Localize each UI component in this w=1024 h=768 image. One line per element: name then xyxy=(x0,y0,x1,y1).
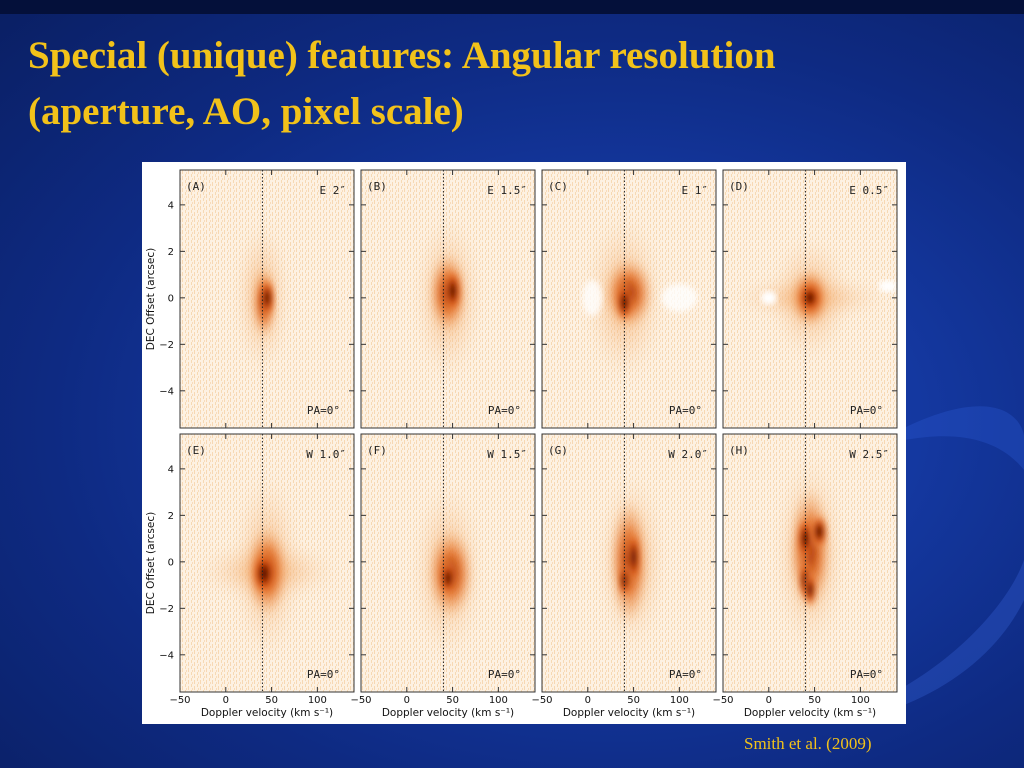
x-tick-label: 0 xyxy=(223,695,229,706)
emission-blob xyxy=(258,276,276,319)
panel-letter: (B) xyxy=(367,180,387,193)
panel-frame xyxy=(541,433,717,693)
x-tick-label: 100 xyxy=(489,695,508,706)
panel-pa: PA=0° xyxy=(488,404,521,417)
y-tick-label: 0 xyxy=(168,557,174,568)
y-tick-label: 4 xyxy=(168,200,174,211)
emission-blob xyxy=(251,550,278,597)
emission-blob xyxy=(798,281,822,315)
panel-frame xyxy=(360,169,536,429)
emission-blob xyxy=(796,515,815,562)
emission-blob xyxy=(810,513,829,551)
y-axis-label: DEC Offset (arcsec) xyxy=(145,248,157,350)
x-axis-label: Doppler velocity (km s⁻¹) xyxy=(563,707,695,719)
panel-frame xyxy=(722,169,898,429)
emission-blob xyxy=(438,559,458,597)
x-axis-label: Doppler velocity (km s⁻¹) xyxy=(744,707,876,719)
x-tick-label: 0 xyxy=(585,695,591,706)
x-axis-label: Doppler velocity (km s⁻¹) xyxy=(382,707,514,719)
x-tick-label: −50 xyxy=(712,695,733,706)
citation: Smith et al. (2009) xyxy=(744,734,872,753)
panel-pa: PA=0° xyxy=(307,404,340,417)
emission-blob xyxy=(618,561,631,600)
x-tick-label: 50 xyxy=(627,695,640,706)
slide-title: Special (unique) features: Angular resol… xyxy=(28,28,1008,140)
x-tick-label: 50 xyxy=(446,695,459,706)
absorption-gap xyxy=(661,283,698,312)
top-band xyxy=(0,0,1024,14)
panel-letter: (H) xyxy=(729,444,749,457)
x-tick-label: 50 xyxy=(808,695,821,706)
x-tick-label: 0 xyxy=(766,695,772,706)
panel-offset: W 2.0″ xyxy=(668,448,708,461)
absorption-gap xyxy=(582,279,603,316)
slide-title-line-2: (aperture, AO, pixel scale) xyxy=(28,90,464,133)
panel-frame xyxy=(360,433,536,693)
y-axis-label: DEC Offset (arcsec) xyxy=(145,512,157,614)
pv-diagram-figure: (A) E 2″ PA=0° (B) E 1.5″ PA=0° (C) E 1″ PA=0° (D… xyxy=(142,162,906,724)
panel-pa: PA=0° xyxy=(488,668,521,681)
panel-frame xyxy=(722,433,898,693)
panel-pa: PA=0° xyxy=(307,668,340,681)
slide-title-line-1: Special (unique) features: Angular resol… xyxy=(28,34,776,77)
y-tick-label: −4 xyxy=(159,386,174,397)
panel-letter: (C) xyxy=(548,180,568,193)
panel-letter: (D) xyxy=(729,180,749,193)
y-tick-label: 2 xyxy=(168,511,174,522)
panel-pa: PA=0° xyxy=(669,668,702,681)
y-tick-label: 4 xyxy=(168,464,174,475)
x-tick-label: 100 xyxy=(670,695,689,706)
panel-pa: PA=0° xyxy=(850,668,883,681)
emission-blob xyxy=(802,571,818,609)
panel-pa: PA=0° xyxy=(669,404,702,417)
panel-letter: (A) xyxy=(186,180,206,193)
pv-diagram-grid: (A) E 2″ PA=0° (B) E 1.5″ PA=0° (C) E 1″ PA=0° (D… xyxy=(145,169,898,719)
panel-offset: E 1.5″ xyxy=(487,184,527,197)
panel-frame xyxy=(179,169,355,429)
panel-letter: (G) xyxy=(548,444,568,457)
y-tick-label: −4 xyxy=(159,650,174,661)
x-tick-label: −50 xyxy=(169,695,190,706)
panel-letter: (F) xyxy=(367,444,387,457)
x-tick-label: 100 xyxy=(851,695,870,706)
y-tick-label: −2 xyxy=(159,604,174,615)
y-tick-label: 2 xyxy=(168,247,174,258)
panel-offset: W 1.5″ xyxy=(487,448,527,461)
x-tick-label: −50 xyxy=(531,695,552,706)
absorption-gap xyxy=(878,280,897,293)
panel-frame xyxy=(179,433,355,693)
x-tick-label: −50 xyxy=(350,695,371,706)
x-axis-label: Doppler velocity (km s⁻¹) xyxy=(201,707,333,719)
panel-offset: W 2.5″ xyxy=(849,448,889,461)
x-tick-label: 0 xyxy=(404,695,410,706)
absorption-gap xyxy=(760,290,777,305)
panel-letter: (E) xyxy=(186,444,206,457)
panel-offset: W 1.0″ xyxy=(306,448,346,461)
y-tick-label: −2 xyxy=(159,340,174,351)
panel-offset: E 1″ xyxy=(682,184,709,197)
x-tick-label: 100 xyxy=(308,695,327,706)
panel-pa: PA=0° xyxy=(850,404,883,417)
y-tick-label: 0 xyxy=(168,293,174,304)
panel-offset: E 0.5″ xyxy=(849,184,889,197)
emission-blob xyxy=(443,267,462,315)
emission-blob xyxy=(615,281,634,324)
x-tick-label: 50 xyxy=(265,695,278,706)
panel-frame xyxy=(541,169,717,429)
panel-offset: E 2″ xyxy=(320,184,347,197)
